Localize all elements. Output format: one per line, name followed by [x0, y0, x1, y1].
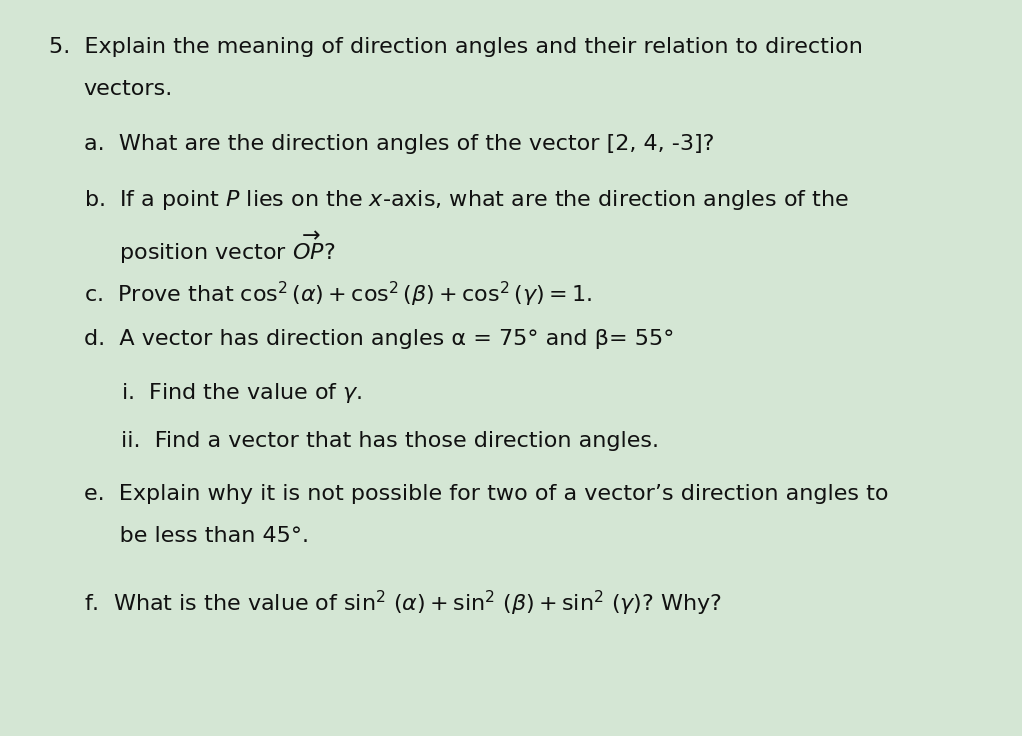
Text: d.  A vector has direction angles α = 75° and β= 55°: d. A vector has direction angles α = 75°… [84, 329, 675, 349]
Text: b.  If a point $P$ lies on the $x$-axis, what are the direction angles of the: b. If a point $P$ lies on the $x$-axis, … [84, 188, 849, 212]
Text: c.  Prove that $\mathrm{cos}^2\,(\alpha) + \mathrm{cos}^2\,(\beta) + \mathrm{cos: c. Prove that $\mathrm{cos}^2\,(\alpha) … [84, 280, 592, 309]
Text: vectors.: vectors. [84, 79, 173, 99]
Text: a.  What are the direction angles of the vector [2, 4, -3]?: a. What are the direction angles of the … [84, 134, 714, 154]
Text: position vector $\overrightarrow{OP}$?: position vector $\overrightarrow{OP}$? [84, 230, 335, 266]
Text: e.  Explain why it is not possible for two of a vector’s direction angles to: e. Explain why it is not possible for tw… [84, 484, 888, 504]
Text: i.  Find the value of $\gamma$.: i. Find the value of $\gamma$. [121, 381, 362, 406]
Text: be less than 45°.: be less than 45°. [84, 526, 309, 546]
Text: f.  What is the value of $\sin^2\,(\alpha) + \sin^2\,(\beta) + \sin^2\,(\gamma)$: f. What is the value of $\sin^2\,(\alpha… [84, 589, 722, 618]
Text: 5.  Explain the meaning of direction angles and their relation to direction: 5. Explain the meaning of direction angl… [49, 37, 863, 57]
Text: ii.  Find a vector that has those direction angles.: ii. Find a vector that has those directi… [121, 431, 658, 450]
